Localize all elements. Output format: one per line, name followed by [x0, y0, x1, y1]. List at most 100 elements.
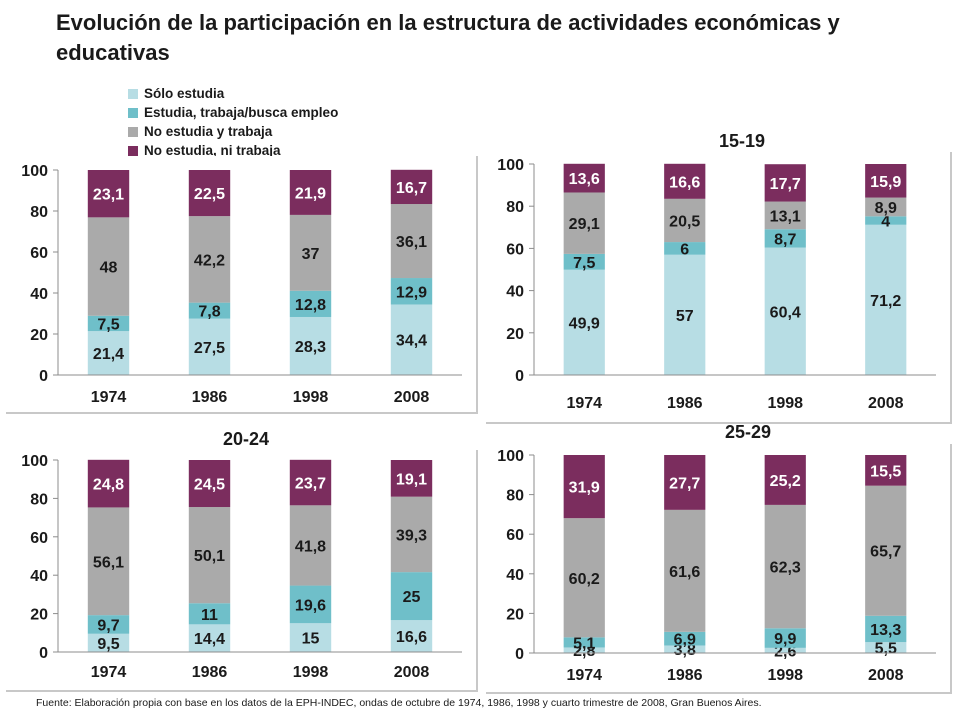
bar-segment-solo-estudia: [865, 224, 907, 375]
bar-segment-no-estudia-y-trabaja: [390, 204, 433, 279]
data-label: 21,9: [295, 185, 326, 202]
y-tick-label: 60: [506, 527, 524, 544]
data-label: 65,7: [870, 544, 901, 561]
bar-segment-estudia-trabaja-busca-empleo: [390, 278, 433, 305]
y-tick-label: 40: [506, 284, 524, 301]
bar-segment-no-estudia-ni-trabaja: [764, 164, 806, 202]
data-label: 5,1: [573, 635, 595, 652]
bar-segment-no-estudia-ni-trabaja: [390, 460, 433, 497]
bar-segment-no-estudia-y-trabaja: [87, 507, 130, 616]
data-label: 9,7: [97, 617, 119, 634]
data-label: 49,9: [569, 315, 600, 332]
legend-swatch: [128, 126, 138, 137]
data-label: 23,1: [93, 187, 124, 204]
y-tick-label: 20: [506, 606, 524, 623]
bar-segment-estudia-trabaja-busca-empleo: [87, 615, 130, 634]
bar-segment-no-estudia-ni-trabaja: [764, 455, 806, 505]
legend-label: Estudia, trabaja/busca empleo: [144, 105, 339, 120]
data-label: 39,3: [396, 527, 427, 544]
bar-segment-solo-estudia: [188, 624, 231, 652]
y-tick-label: 100: [21, 453, 48, 470]
chart-panel-total: 0 20 40 60 80 100 21,4 7,5 48 23,1 1974 27,5 7,8 42,2…: [6, 156, 478, 414]
bar-segment-estudia-trabaja-busca-empleo: [289, 290, 332, 317]
data-label: 24,5: [194, 477, 225, 494]
data-label: 42,2: [194, 252, 225, 269]
x-tick-label: 2008: [868, 395, 904, 412]
data-label: 25,2: [770, 473, 801, 490]
bar-segment-no-estudia-y-trabaja: [664, 198, 706, 243]
bar-segment-solo-estudia: [664, 645, 706, 653]
bar-segment-no-estudia-y-trabaja: [764, 504, 806, 629]
data-label: 12,8: [295, 297, 326, 314]
data-label: 16,6: [396, 629, 427, 646]
bar-segment-solo-estudia: [563, 269, 605, 375]
data-label: 20,5: [669, 213, 700, 230]
data-label: 19,6: [295, 597, 326, 614]
bar-segment-solo-estudia: [764, 247, 806, 375]
data-label: 5,5: [875, 641, 897, 658]
data-label: 11: [201, 607, 218, 624]
data-label: 12,9: [396, 284, 427, 301]
bar-segment-no-estudia-ni-trabaja: [390, 169, 433, 205]
x-tick-label: 1974: [91, 664, 127, 681]
y-tick-label: 60: [506, 241, 524, 258]
legend-swatch: [128, 88, 138, 99]
x-tick-label: 1974: [566, 395, 602, 412]
page-title: Evolución de la participación en la estr…: [56, 10, 840, 65]
legend-swatch: [128, 107, 138, 118]
chart-panel-20-24: 0 20 40 60 80 100 9,5 9,7 56,1 24,8 1974 14,4 11 50,1…: [6, 450, 478, 692]
y-tick-label: 0: [515, 368, 524, 385]
source-footnote: Fuente: Elaboración propia con base en l…: [36, 697, 762, 709]
y-tick-label: 80: [30, 204, 48, 221]
bar-segment-solo-estudia: [289, 623, 332, 652]
data-label: 3,8: [674, 642, 696, 659]
bar-segment-estudia-trabaja-busca-empleo: [664, 631, 706, 646]
data-label: 60,2: [569, 571, 600, 588]
legend-item-estudia-trabaja: Estudia, trabaja/busca empleo: [128, 103, 338, 122]
legend-item-ni-estudia-ni-trabaja: No estudia, ni trabaja: [128, 141, 338, 160]
bar-segment-no-estudia-ni-trabaja: [865, 455, 907, 486]
y-tick-label: 80: [30, 491, 48, 508]
legend-label: No estudia, ni trabaja: [144, 143, 281, 158]
data-label: 13,3: [870, 622, 901, 639]
bar-segment-solo-estudia: [764, 647, 806, 653]
data-label: 60,4: [770, 304, 801, 321]
data-label: 48: [100, 260, 118, 277]
data-label: 8,9: [875, 200, 897, 217]
bar-segment-no-estudia-y-trabaja: [865, 197, 907, 217]
bar-segment-no-estudia-y-trabaja: [188, 216, 231, 303]
chart-title-25-29: 25-29: [724, 422, 772, 442]
bar-segment-no-estudia-y-trabaja: [289, 505, 332, 586]
data-label: 16,7: [396, 180, 427, 197]
bar-segment-no-estudia-ni-trabaja: [289, 459, 332, 506]
bar-segment-estudia-trabaja-busca-empleo: [563, 637, 605, 648]
bar-segment-no-estudia-ni-trabaja: [563, 455, 605, 519]
bar-segment-estudia-trabaja-busca-empleo: [289, 585, 332, 624]
y-tick-label: 100: [497, 448, 524, 465]
y-tick-label: 60: [30, 530, 48, 547]
legend-item-solo-estudia: Sólo estudia: [128, 84, 338, 103]
bar-segment-solo-estudia: [563, 647, 605, 653]
data-label: 36,1: [396, 234, 427, 251]
bar-segment-no-estudia-ni-trabaja: [664, 163, 706, 199]
bar-segment-no-estudia-y-trabaja: [289, 214, 332, 291]
data-label: 15,9: [870, 174, 901, 191]
y-tick-label: 20: [30, 327, 48, 344]
legend-swatch: [128, 145, 138, 156]
bar-segment-estudia-trabaja-busca-empleo: [764, 229, 806, 248]
data-label: 41,8: [295, 538, 326, 555]
x-tick-label: 1986: [192, 664, 228, 681]
bar-segment-solo-estudia: [87, 331, 130, 375]
bar-segment-estudia-trabaja-busca-empleo: [188, 302, 231, 319]
data-label: 23,7: [295, 476, 326, 493]
bar-segment-no-estudia-y-trabaja: [390, 496, 433, 573]
x-tick-label: 1974: [566, 667, 602, 684]
data-label: 50,1: [194, 548, 225, 565]
bar-segment-estudia-trabaja-busca-empleo: [865, 216, 907, 225]
chart-20-24: 0 20 40 60 80 100 9,5 9,7 56,1 24,8 1974 14,4 11 50,1…: [21, 453, 462, 681]
y-tick-label: 0: [39, 368, 48, 385]
bar-segment-estudia-trabaja-busca-empleo: [390, 572, 433, 621]
data-label: 31,9: [569, 480, 600, 497]
data-label: 15: [302, 631, 320, 648]
data-label: 13,1: [770, 208, 801, 225]
